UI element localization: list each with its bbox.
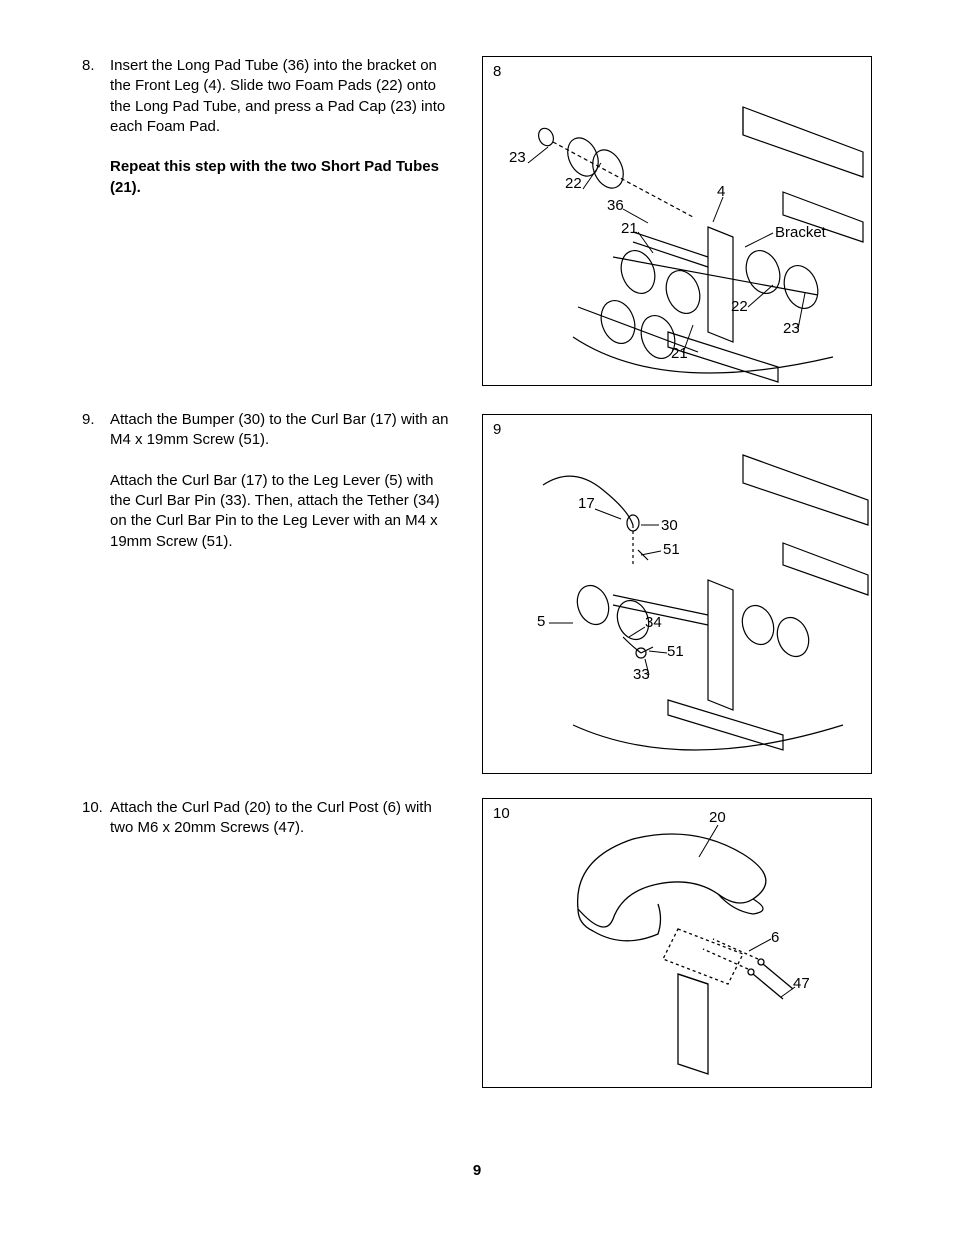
diagram-callout-label: 4 — [717, 183, 725, 200]
step-8-body: Insert the Long Pad Tube (36) into the b… — [110, 56, 450, 198]
step-9-text: 9. Attach the Bumper (30) to the Curl Ba… — [82, 410, 462, 552]
diagram-callout-label: 36 — [607, 197, 624, 214]
diagram-callout-label: 6 — [771, 929, 779, 946]
diagram-callout-label: 5 — [537, 613, 545, 630]
diagram-callout-label: 21 — [671, 345, 688, 362]
step-10-text: 10. Attach the Curl Pad (20) to the Curl… — [82, 798, 462, 839]
step-10-row: 10. Attach the Curl Pad (20) to the Curl… — [82, 798, 872, 1088]
step-8-para-1: Insert the Long Pad Tube (36) into the b… — [110, 57, 445, 135]
step-9-para-2: Attach the Curl Bar (17) to the Leg Leve… — [110, 472, 440, 550]
diagram-callout-label: 21 — [621, 220, 638, 237]
diagram-callout-label: 51 — [667, 643, 684, 660]
diagram-callout-label: 47 — [793, 975, 810, 992]
diagram-callout-label: 23 — [509, 149, 526, 166]
diagram-10: 10 20647 — [482, 798, 872, 1088]
step-9-row: 9. Attach the Bumper (30) to the Curl Ba… — [82, 410, 872, 774]
diagram-callout-label: 51 — [663, 541, 680, 558]
page-number: 9 — [0, 1162, 954, 1179]
step-9-para-1: Attach the Bumper (30) to the Curl Bar (… — [110, 411, 449, 448]
diagram-8-svg — [483, 57, 873, 387]
diagram-callout-label: 34 — [645, 614, 662, 631]
step-8-bold: Repeat this step with the two Short Pad … — [110, 158, 439, 195]
step-9-number: 9. — [82, 410, 110, 430]
diagram-callout-label: Bracket — [775, 224, 826, 241]
diagram-callout-label: 33 — [633, 666, 650, 683]
step-10-body: Attach the Curl Pad (20) to the Curl Pos… — [110, 798, 450, 839]
diagram-callout-label: 30 — [661, 517, 678, 534]
step-8-number: 8. — [82, 56, 110, 76]
diagram-10-svg — [483, 799, 873, 1089]
step-9-body: Attach the Bumper (30) to the Curl Bar (… — [110, 410, 450, 552]
step-8-row: 8. Insert the Long Pad Tube (36) into th… — [82, 56, 872, 386]
diagram-callout-label: 17 — [578, 495, 595, 512]
step-8-text: 8. Insert the Long Pad Tube (36) into th… — [82, 56, 462, 198]
diagram-callout-label: 22 — [565, 175, 582, 192]
diagram-8: 8 — [482, 56, 872, 386]
diagram-callout-label: 20 — [709, 809, 726, 826]
diagram-9: 9 — [482, 414, 872, 774]
step-10-para-1: Attach the Curl Pad (20) to the Curl Pos… — [110, 799, 432, 836]
step-10-number: 10. — [82, 798, 110, 818]
diagram-callout-label: 23 — [783, 320, 800, 337]
diagram-9-svg — [483, 415, 873, 775]
diagram-callout-label: 22 — [731, 298, 748, 315]
